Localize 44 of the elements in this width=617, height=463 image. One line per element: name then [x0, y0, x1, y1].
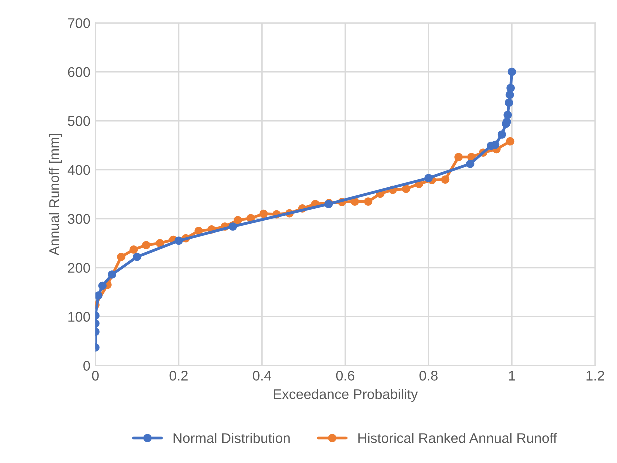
point	[117, 252, 126, 262]
x-tick-label: 0	[92, 371, 99, 381]
point	[174, 236, 184, 246]
y-tick-label: 200	[68, 263, 90, 274]
point	[142, 241, 151, 250]
point	[504, 111, 512, 120]
point	[194, 227, 204, 236]
legend-label: Historical Ranked Annual Runoff	[358, 433, 558, 444]
point	[454, 153, 463, 162]
x-tick-label: 0.4	[253, 371, 272, 381]
point	[508, 68, 516, 76]
point	[98, 282, 107, 290]
y-tick-label: 100	[68, 312, 90, 322]
point	[424, 174, 433, 182]
point	[506, 84, 516, 92]
y-axis-title: Annual Runoff [mm]	[49, 134, 62, 256]
point	[234, 216, 242, 225]
point	[441, 176, 450, 184]
x-axis-title: Exceedance Probability	[274, 389, 418, 402]
y-tick-label: 300	[68, 214, 90, 224]
x-tick-label: 1.2	[586, 371, 604, 381]
y-tick-label: 700	[68, 18, 90, 28]
point	[108, 270, 116, 279]
x-tick-label: 1	[509, 371, 516, 381]
x-tick-label: 0.2	[170, 371, 188, 381]
point	[505, 98, 514, 108]
point	[133, 252, 142, 262]
point	[364, 198, 373, 206]
point	[96, 292, 103, 300]
point	[506, 137, 515, 146]
y-tick-label: 500	[68, 116, 90, 126]
point	[228, 222, 238, 231]
y-tick-label: 0	[84, 361, 90, 371]
point	[466, 160, 475, 168]
point	[260, 210, 268, 218]
y-tick-label: 600	[68, 67, 90, 78]
legend-label: Normal Distribution	[174, 433, 290, 444]
point	[130, 246, 138, 254]
y-tick-label: 400	[68, 165, 90, 176]
x-tick-label: 0.8	[420, 371, 438, 381]
point	[498, 130, 506, 139]
point	[156, 239, 164, 248]
x-tick-label: 0.6	[336, 371, 355, 381]
point	[402, 184, 410, 194]
